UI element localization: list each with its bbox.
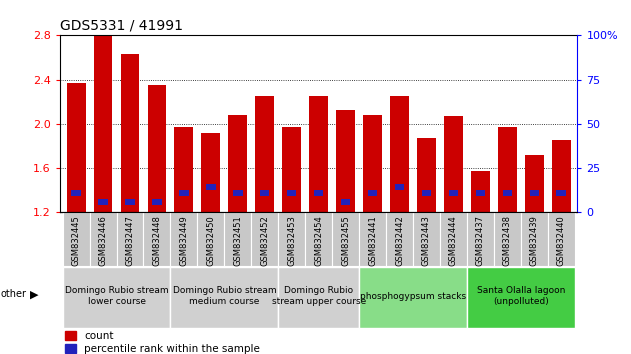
Bar xyxy=(282,127,301,212)
FancyBboxPatch shape xyxy=(494,212,521,266)
FancyBboxPatch shape xyxy=(62,212,90,266)
Text: Domingo Rubio
stream upper course: Domingo Rubio stream upper course xyxy=(271,286,366,306)
Bar xyxy=(476,190,485,196)
Text: GSM832449: GSM832449 xyxy=(179,215,189,266)
Text: ▶: ▶ xyxy=(30,289,38,299)
Text: Domingo Rubio stream
medium course: Domingo Rubio stream medium course xyxy=(172,286,276,306)
Bar xyxy=(557,190,566,196)
Bar xyxy=(228,115,247,212)
Bar xyxy=(336,109,355,212)
Text: GSM832453: GSM832453 xyxy=(287,215,296,266)
Bar xyxy=(67,83,86,212)
Text: GSM832450: GSM832450 xyxy=(206,215,215,266)
Bar xyxy=(341,199,350,205)
Bar xyxy=(233,190,242,196)
FancyBboxPatch shape xyxy=(548,212,575,266)
FancyBboxPatch shape xyxy=(359,267,467,328)
Bar xyxy=(148,85,167,212)
FancyBboxPatch shape xyxy=(386,212,413,266)
Bar xyxy=(256,96,274,212)
Bar xyxy=(551,141,570,212)
Legend: count, percentile rank within the sample: count, percentile rank within the sample xyxy=(65,331,260,354)
Text: GSM832441: GSM832441 xyxy=(368,215,377,266)
Bar xyxy=(309,96,328,212)
FancyBboxPatch shape xyxy=(62,267,170,328)
FancyBboxPatch shape xyxy=(143,212,170,266)
FancyBboxPatch shape xyxy=(278,267,359,328)
Bar xyxy=(175,127,193,212)
FancyBboxPatch shape xyxy=(332,212,359,266)
Bar xyxy=(395,184,404,190)
FancyBboxPatch shape xyxy=(467,212,494,266)
Bar xyxy=(201,133,220,212)
FancyBboxPatch shape xyxy=(413,212,440,266)
FancyBboxPatch shape xyxy=(521,212,548,266)
FancyBboxPatch shape xyxy=(467,267,575,328)
FancyBboxPatch shape xyxy=(251,212,278,266)
Text: GSM832439: GSM832439 xyxy=(530,215,539,266)
Bar xyxy=(417,138,436,212)
Text: GDS5331 / 41991: GDS5331 / 41991 xyxy=(60,19,183,33)
FancyBboxPatch shape xyxy=(170,267,278,328)
Bar xyxy=(444,116,463,212)
Bar xyxy=(152,199,162,205)
FancyBboxPatch shape xyxy=(305,212,332,266)
Bar xyxy=(368,190,377,196)
Text: GSM832452: GSM832452 xyxy=(260,215,269,266)
Text: GSM832447: GSM832447 xyxy=(126,215,134,266)
Text: Santa Olalla lagoon
(unpolluted): Santa Olalla lagoon (unpolluted) xyxy=(476,286,565,306)
Text: GSM832455: GSM832455 xyxy=(341,215,350,266)
Text: GSM832446: GSM832446 xyxy=(98,215,107,266)
Text: GSM832454: GSM832454 xyxy=(314,215,323,266)
Bar xyxy=(422,190,431,196)
Bar xyxy=(529,190,539,196)
Text: GSM832443: GSM832443 xyxy=(422,215,431,266)
Bar xyxy=(206,184,216,190)
Text: other: other xyxy=(1,289,27,299)
Bar xyxy=(71,190,81,196)
Bar xyxy=(287,190,297,196)
FancyBboxPatch shape xyxy=(90,212,117,266)
FancyBboxPatch shape xyxy=(117,212,143,266)
FancyBboxPatch shape xyxy=(198,212,225,266)
Text: GSM832440: GSM832440 xyxy=(557,215,566,266)
Bar xyxy=(449,190,458,196)
Text: phosphogypsum stacks: phosphogypsum stacks xyxy=(360,292,466,301)
Text: GSM832451: GSM832451 xyxy=(233,215,242,266)
FancyBboxPatch shape xyxy=(170,212,198,266)
Bar xyxy=(390,96,409,212)
Text: GSM832445: GSM832445 xyxy=(71,215,81,266)
Bar xyxy=(93,35,112,212)
FancyBboxPatch shape xyxy=(225,212,251,266)
Bar xyxy=(126,199,135,205)
Text: GSM832448: GSM832448 xyxy=(153,215,162,266)
Text: Domingo Rubio stream
lower course: Domingo Rubio stream lower course xyxy=(65,286,168,306)
Bar xyxy=(314,190,323,196)
Bar xyxy=(525,155,544,212)
Bar xyxy=(498,127,517,212)
Bar xyxy=(363,115,382,212)
Text: GSM832437: GSM832437 xyxy=(476,215,485,266)
Text: GSM832438: GSM832438 xyxy=(503,215,512,266)
Bar xyxy=(471,171,490,212)
Bar xyxy=(121,54,139,212)
FancyBboxPatch shape xyxy=(440,212,467,266)
Bar xyxy=(502,190,512,196)
Bar xyxy=(98,199,108,205)
FancyBboxPatch shape xyxy=(359,212,386,266)
Bar xyxy=(179,190,189,196)
Text: GSM832444: GSM832444 xyxy=(449,215,458,266)
Text: GSM832442: GSM832442 xyxy=(395,215,404,266)
FancyBboxPatch shape xyxy=(278,212,305,266)
Bar xyxy=(260,190,269,196)
